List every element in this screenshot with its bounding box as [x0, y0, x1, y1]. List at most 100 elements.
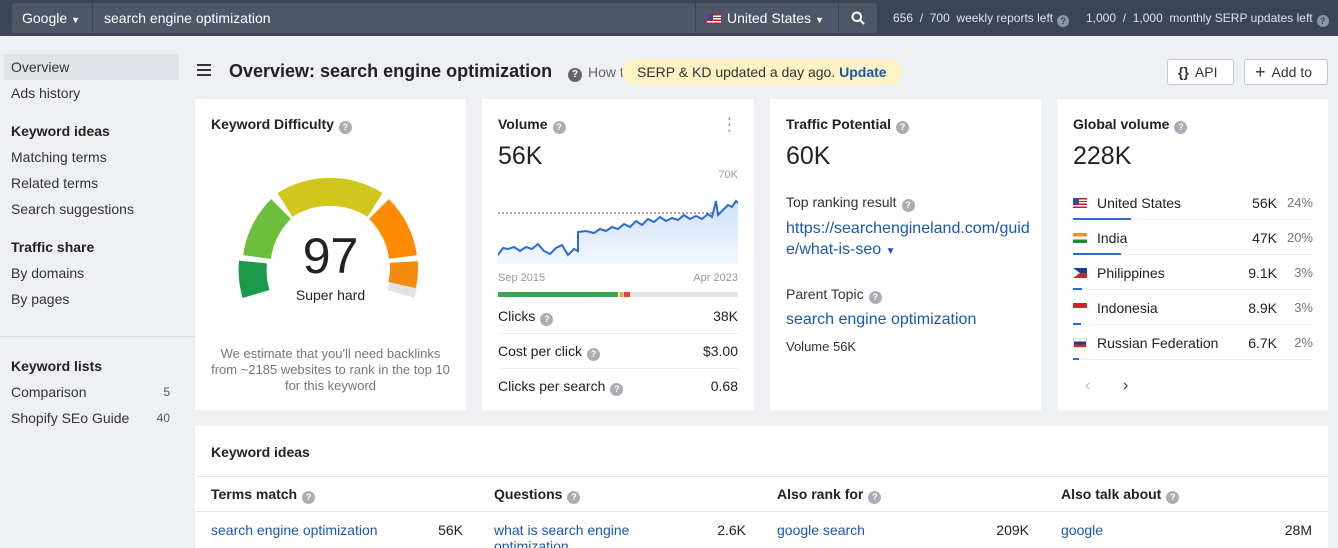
difficulty-gauge: [238, 178, 419, 298]
traffic-potential-card: Traffic Potential? 60K Top ranking resul…: [770, 99, 1041, 410]
sidebar-item-overview[interactable]: Overview: [4, 54, 179, 80]
metric-clicks-per-search: Clicks per search? 0.68: [498, 369, 738, 404]
help-icon[interactable]: ?: [896, 121, 910, 134]
sidebar-item-list-shopify-seo-guide[interactable]: Shopify SEo Guide 40: [0, 405, 195, 431]
prev-page-icon[interactable]: ‹: [1085, 377, 1091, 394]
gv-value: 228K: [1073, 142, 1132, 170]
metric-cost-per-click: Cost per click? $3.00: [498, 334, 738, 369]
weekly-sep: /: [919, 11, 924, 25]
list-count: 40: [156, 411, 170, 425]
sidebar-item-by-pages[interactable]: By pages: [11, 291, 70, 307]
volume-trend-chart: [498, 199, 738, 264]
country-label: United States: [727, 10, 812, 26]
api-label: API: [1194, 64, 1218, 80]
menu-icon[interactable]: [197, 64, 211, 78]
search-engine-select[interactable]: Google ▼: [12, 3, 92, 33]
help-icon[interactable]: ?: [1166, 491, 1180, 504]
help-icon[interactable]: ?: [587, 348, 601, 361]
more-options-icon[interactable]: · · ·: [726, 110, 732, 139]
country-name: Indonesia: [1097, 300, 1158, 316]
sidebar-divider: [0, 336, 195, 337]
metric-label: Clicks: [498, 308, 536, 324]
weekly-total: 700: [929, 11, 950, 25]
kd-note: We estimate that you'll need backlinks f…: [211, 346, 450, 393]
global-volume-card: Global volume? 228K United States 56K 24…: [1057, 99, 1328, 410]
country-volume: 6.7K: [1248, 335, 1277, 351]
country-name: United States: [1097, 195, 1182, 211]
country-share: 20%: [1286, 230, 1313, 245]
idea-link[interactable]: what is search engine optimization: [494, 522, 630, 548]
country-volume: 47K: [1252, 230, 1277, 246]
idea-link[interactable]: search engine optimization: [211, 522, 378, 538]
weekly-reports-quota: 656 / 700 weekly reports left?: [893, 11, 1070, 27]
api-button[interactable]: {} API: [1167, 59, 1234, 85]
help-icon[interactable]: ?: [610, 383, 624, 396]
sidebar: Overview Ads history Keyword ideas Match…: [0, 54, 195, 431]
country-share: 3%: [1294, 300, 1313, 315]
monthly-used: 1,000: [1086, 11, 1117, 25]
russia-flag-icon: [1073, 338, 1087, 348]
list-count: 5: [163, 385, 170, 399]
volume-title: Volume: [498, 116, 548, 132]
country-select[interactable]: United States ▼: [696, 3, 838, 33]
sidebar-item-search-suggestions[interactable]: Search suggestions: [11, 201, 134, 217]
country-row: Indonesia 8.9K 3%: [1073, 290, 1313, 325]
column-header-questions: Questions?: [494, 486, 581, 504]
sidebar-item-related-terms[interactable]: Related terms: [11, 175, 99, 191]
add-to-button[interactable]: + Add to: [1244, 59, 1328, 85]
share-bar: [1073, 253, 1121, 255]
sidebar-item-list-comparison[interactable]: Comparison 5: [0, 379, 195, 405]
indonesia-flag-icon: [1073, 303, 1087, 313]
keyword-search-input[interactable]: search engine optimization: [93, 3, 695, 33]
help-icon[interactable]: ?: [1057, 15, 1070, 27]
help-icon[interactable]: ?: [552, 121, 566, 134]
weekly-used: 656: [893, 11, 914, 25]
country-name: India: [1097, 230, 1128, 246]
search-button[interactable]: [839, 3, 877, 33]
us-flag-icon: [1073, 198, 1087, 208]
search-engine-label: Google: [22, 10, 68, 26]
help-icon[interactable]: ?: [868, 291, 882, 304]
sidebar-item-matching-terms[interactable]: Matching terms: [11, 149, 107, 165]
list-label: Shopify SEo Guide: [11, 410, 130, 426]
country-row: Philippines 9.1K 3%: [1073, 255, 1313, 290]
share-bar: [1073, 323, 1081, 325]
sidebar-item-by-domains[interactable]: By domains: [11, 265, 85, 281]
idea-link[interactable]: google: [1061, 522, 1104, 538]
help-icon[interactable]: ?: [868, 491, 882, 504]
metric-label: Cost per click: [498, 343, 583, 359]
help-icon[interactable]: ?: [901, 199, 915, 212]
help-icon[interactable]: ?: [1174, 121, 1188, 134]
help-icon[interactable]: ?: [1316, 15, 1329, 27]
metric-value: 38K: [713, 308, 738, 324]
country-share: 2%: [1294, 335, 1313, 350]
top-ranking-url-link[interactable]: https://searchengineland.com/guide/what-…: [786, 218, 1031, 262]
help-icon[interactable]: ?: [540, 313, 554, 326]
country-row: India 47K 20%: [1073, 220, 1313, 255]
how-to-link[interactable]: ? How t: [568, 64, 624, 82]
idea-link[interactable]: google search: [777, 522, 865, 538]
keyword-difficulty-card: Keyword Difficulty? 97 Super hard We est…: [195, 99, 466, 410]
next-page-icon[interactable]: ›: [1123, 377, 1129, 394]
sidebar-item-ads-history[interactable]: Ads history: [11, 85, 81, 101]
how-to-label: How t: [588, 64, 624, 80]
parent-topic-link[interactable]: search engine optimization: [786, 311, 977, 328]
card-title: Volume?: [498, 116, 566, 134]
country-share: 24%: [1286, 195, 1313, 210]
help-icon[interactable]: ?: [338, 121, 352, 134]
monthly-label: monthly SERP updates left: [1169, 11, 1313, 25]
column-label: Also talk about: [1061, 486, 1162, 502]
list-label: Comparison: [11, 384, 87, 400]
volume-card: Volume? · · · 56K 70K Sep 2015 Apr 2023 Cl…: [482, 99, 754, 410]
update-link[interactable]: Update: [839, 64, 887, 80]
chart-y-max: 70K: [718, 169, 738, 181]
column-label: Terms match: [211, 486, 298, 502]
chevron-down-icon: ▼: [815, 15, 824, 25]
tp-title: Traffic Potential: [786, 116, 892, 132]
help-icon[interactable]: ?: [302, 491, 316, 504]
monthly-sep: /: [1122, 11, 1127, 25]
card-title: Keyword Difficulty?: [211, 116, 352, 134]
country-volume: 8.9K: [1248, 300, 1277, 316]
country-row: Russian Federation 6.7K 2%: [1073, 325, 1313, 360]
help-icon[interactable]: ?: [567, 491, 581, 504]
